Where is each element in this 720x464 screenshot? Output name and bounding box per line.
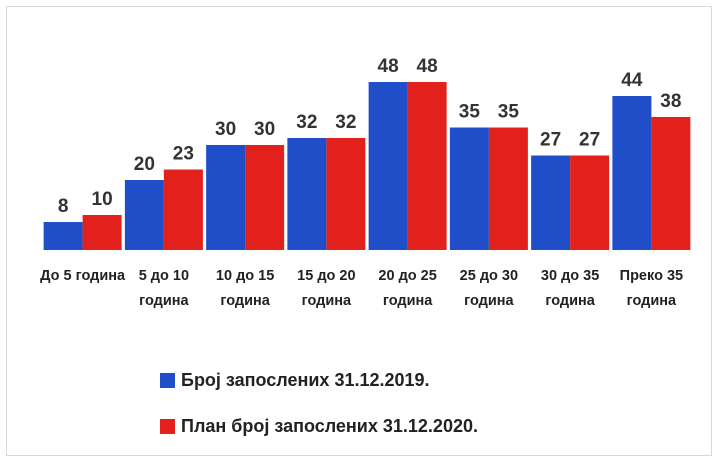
bar [124,180,164,250]
value-label: 10 [92,189,113,210]
bar [287,138,327,250]
bar [612,96,652,250]
value-label: 20 [134,154,155,175]
bar [43,222,83,250]
legend-label: Број запослених 31.12.2019. [181,370,430,390]
x-tick-label: 20 до 25 година [378,268,437,309]
x-tick-label: 15 до 20 година [297,268,356,309]
legend-item: Број запослених 31.12.2019. [160,370,430,391]
bar [163,169,203,250]
value-label: 35 [498,102,520,123]
legend-label: План број запослених 31.12.2020. [181,416,478,436]
x-tick-label: 5 до 10 година [138,268,190,309]
value-label: 48 [417,56,438,77]
bar [245,145,285,250]
value-label: 30 [215,119,236,140]
value-label: 32 [335,112,356,133]
legend-item: План број запослених 31.12.2020. [160,416,478,437]
bar [82,215,122,250]
bar [368,82,408,250]
x-tick-label: 30 до 35 година [540,268,600,309]
value-label: 27 [540,130,561,151]
frame [6,6,712,456]
x-tick-label: 25 до 30 година [459,268,519,309]
legend-swatch [160,373,175,388]
value-label: 48 [378,56,399,77]
bar [326,138,366,250]
bar [206,145,246,250]
value-label: 27 [579,130,600,151]
value-label: 44 [621,70,643,91]
value-label: 32 [296,112,317,133]
x-tick-label: До 5 година [40,268,126,284]
bar [570,155,610,250]
bar [449,127,489,250]
value-label: 23 [173,144,194,165]
value-label: 35 [459,102,481,123]
bar [407,82,447,250]
legend-swatch [160,419,175,434]
bar [531,155,571,250]
value-label: 30 [254,119,275,140]
value-label: 38 [660,91,681,112]
x-tick-label: Преко 35 година [619,268,684,309]
value-label: 8 [58,196,69,217]
bar [488,127,528,250]
x-tick-label: 10 до 15 година [215,268,275,309]
bar [651,117,691,250]
